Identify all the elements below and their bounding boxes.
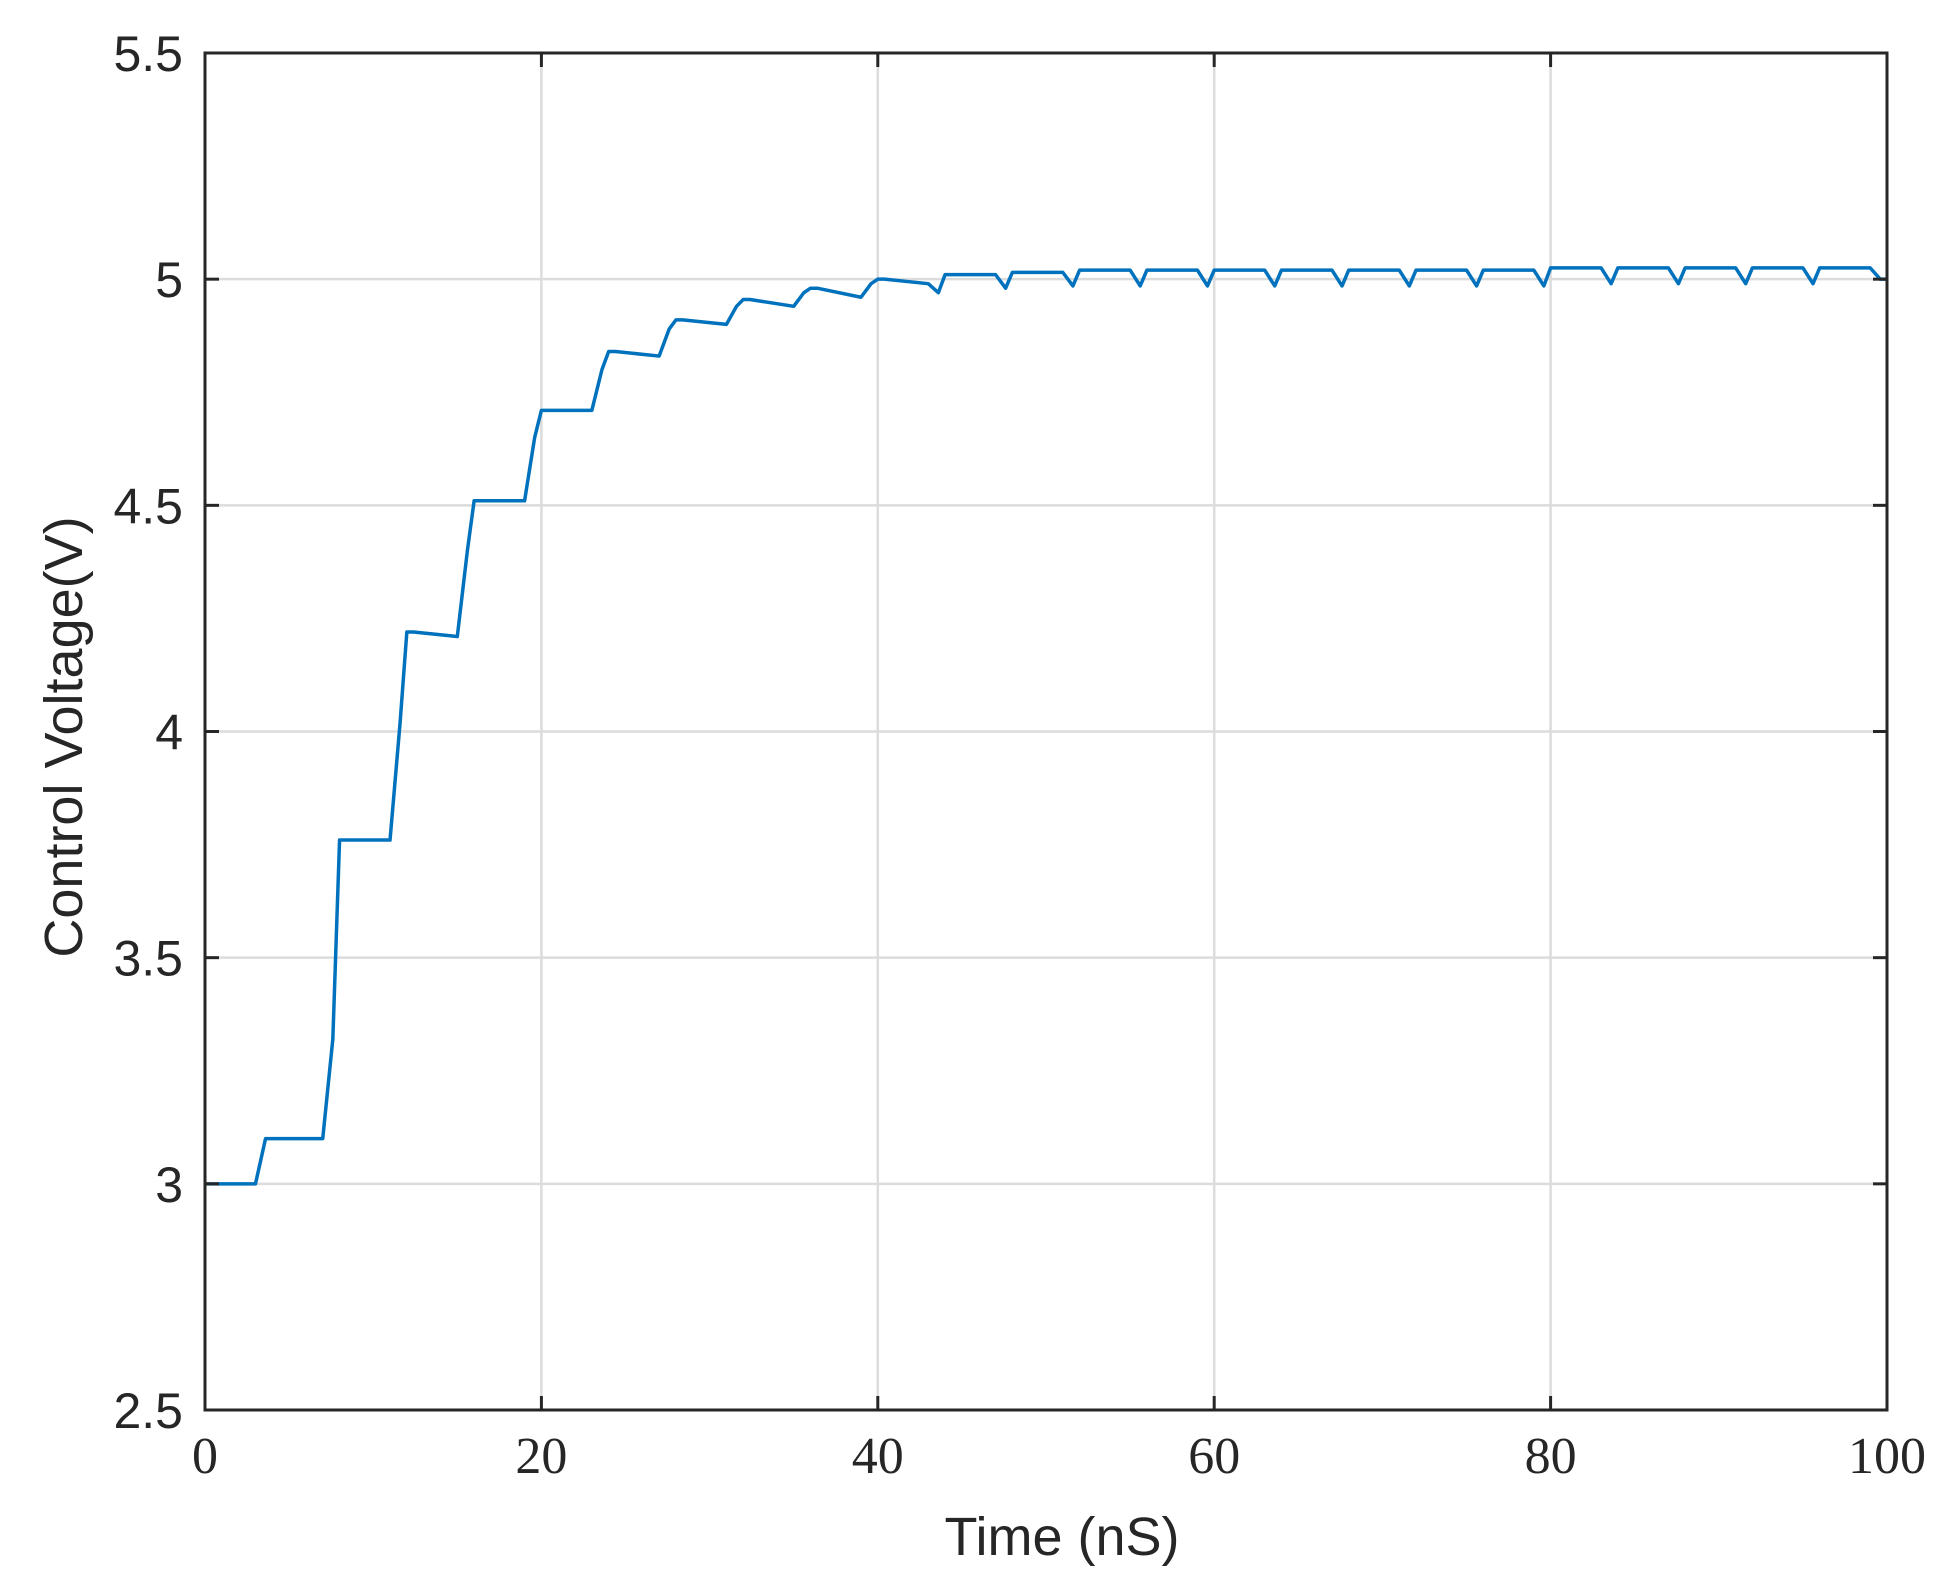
y-tick-label: 2.5 <box>113 1383 183 1439</box>
x-axis-title: Time (nS) <box>944 1507 1179 1567</box>
x-tick-label: 0 <box>192 1428 218 1485</box>
y-tick-label: 3 <box>155 1157 183 1213</box>
series-line-0 <box>205 266 1887 1186</box>
x-tick-label: 20 <box>515 1428 567 1485</box>
y-tick-label: 4 <box>155 705 183 761</box>
axes-frame <box>203 51 1889 1412</box>
y-tick-label: 4.5 <box>113 478 183 534</box>
y-axis-title: Control Voltage(V) <box>34 516 94 957</box>
x-tick-label: 100 <box>1848 1428 1926 1485</box>
y-tick-label: 5.5 <box>113 26 183 82</box>
y-tick-label: 3.5 <box>113 931 183 987</box>
x-tick-label: 80 <box>1525 1428 1577 1485</box>
x-tick-label: 60 <box>1188 1428 1240 1485</box>
series-layer <box>205 266 1887 1186</box>
tick-labels: 0 20 40 60 80 100 2.5 3 3.5 4 4.5 5 5.5 <box>113 26 1926 1485</box>
grid-lines <box>205 53 1887 1410</box>
y-tick-label: 5 <box>155 252 183 308</box>
x-tick-label: 40 <box>852 1428 904 1485</box>
